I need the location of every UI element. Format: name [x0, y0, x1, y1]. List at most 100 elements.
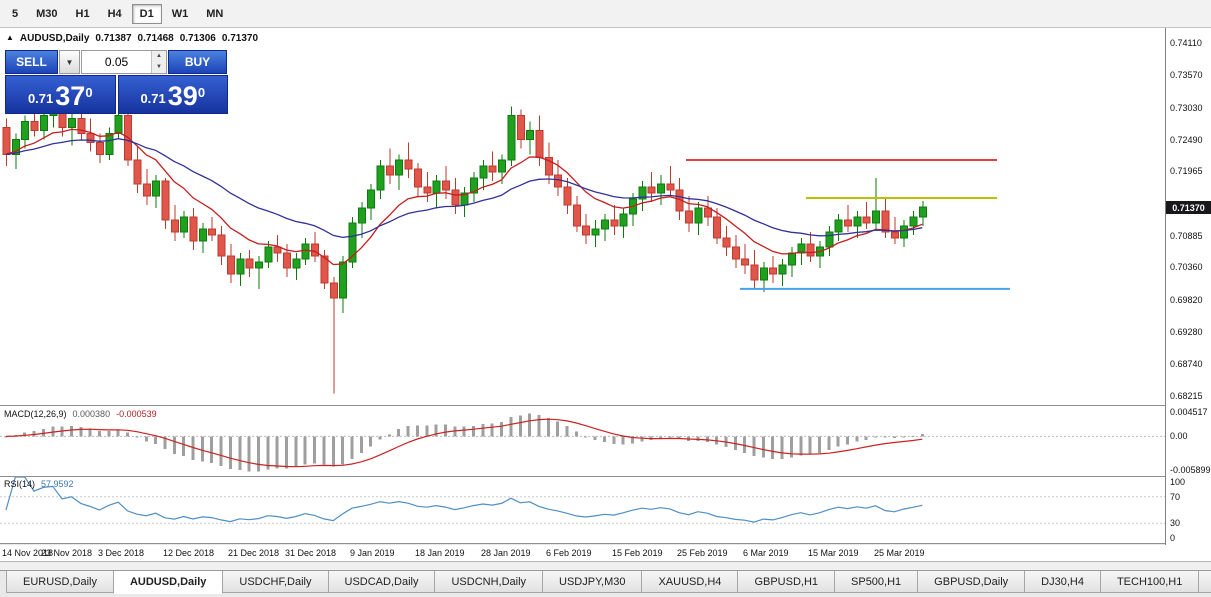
chart-tab-ukc[interactable]: UKC — [1198, 571, 1211, 593]
chart-tab-gbpusd-h1[interactable]: GBPUSD,H1 — [737, 571, 836, 593]
candle-body — [498, 159, 507, 173]
macd-histogram-bar — [537, 414, 541, 437]
macd-histogram-bar — [630, 436, 634, 444]
candle-body — [741, 258, 750, 266]
candle-body — [535, 129, 544, 158]
date-axis-label: 28 Jan 2019 — [481, 548, 531, 558]
timeframe-button-w1[interactable]: W1 — [163, 3, 197, 24]
timeframe-button-h1[interactable]: H1 — [67, 3, 98, 24]
candle-body — [638, 186, 647, 200]
buy-price-big: 39 — [167, 81, 198, 111]
candle-body — [320, 255, 329, 284]
chart-tab-usdcnh-daily[interactable]: USDCNH,Daily — [434, 571, 544, 593]
candle-body — [21, 120, 30, 140]
macd-histogram-bar — [761, 436, 765, 458]
macd-histogram-bar — [331, 436, 335, 467]
macd-histogram-bar — [387, 434, 391, 437]
chart-tab-gbpusd-daily[interactable]: GBPUSD,Daily — [917, 571, 1026, 593]
candle-body — [554, 174, 563, 188]
candle-body — [357, 207, 366, 224]
rsi-title: RSI(14) — [4, 479, 36, 489]
volume-input[interactable] — [82, 54, 151, 70]
macd-histogram-bar — [79, 426, 83, 437]
macd-histogram-bar — [415, 425, 419, 437]
chart-tab-tech100-h1[interactable]: TECH100,H1 — [1099, 571, 1200, 593]
candle-body — [245, 258, 254, 269]
candle-body — [722, 237, 731, 248]
pane-separator[interactable] — [0, 543, 1211, 544]
timeframe-button-d1[interactable]: D1 — [131, 3, 162, 24]
timeframe-button-h4[interactable]: H4 — [99, 3, 130, 24]
buy-button[interactable]: BUY — [168, 50, 227, 74]
macd-histogram-bar — [369, 436, 373, 447]
candle-body — [96, 141, 104, 155]
candle-body — [441, 180, 450, 191]
price-axis[interactable]: 0.74110 0.73570 0.73030 0.72490 0.71965 0.708… — [1165, 28, 1211, 545]
macd-histogram-bar — [472, 425, 475, 437]
current-price-badge: 0.71370 — [1166, 201, 1211, 214]
candle-body — [77, 117, 86, 134]
candle-body — [311, 243, 320, 257]
price-axis-label: 0.68740 — [1170, 359, 1203, 369]
candle-body — [236, 258, 245, 275]
candle-body — [198, 228, 207, 242]
macd-histogram-bar — [799, 436, 803, 456]
macd-histogram-bar — [69, 425, 73, 437]
volume-increment-button[interactable]: ▲ — [152, 51, 166, 62]
sell-price-sup: 0 — [85, 85, 93, 100]
sell-button[interactable]: SELL — [5, 50, 58, 74]
sell-price-box[interactable]: 0.71 37 0 — [5, 75, 116, 114]
pane-separator[interactable] — [0, 405, 1211, 406]
rsi-axis-label: 30 — [1170, 518, 1181, 528]
macd-header: MACD(12,26,9) 0.000380 -0.000539 — [4, 409, 157, 419]
sell-price-big: 37 — [55, 81, 86, 111]
rsi-axis-label: 100 — [1170, 477, 1186, 487]
rsi-pane[interactable] — [0, 477, 1165, 543]
chart-tab-audusd-daily[interactable]: AUDUSD,Daily — [112, 571, 224, 594]
macd-histogram-bar — [32, 431, 36, 437]
chart-tab-usdcad-daily[interactable]: USDCAD,Daily — [327, 571, 436, 593]
macd-axis-label: -0.005899 — [1170, 465, 1211, 475]
buy-price-box[interactable]: 0.71 39 0 — [117, 75, 228, 114]
macd-histogram-bar — [219, 436, 223, 466]
chart-tab-eurusd-daily[interactable]: EURUSD,Daily — [6, 571, 114, 593]
candle-body — [273, 246, 282, 254]
candle-body — [703, 207, 712, 218]
timeframe-button-5[interactable]: 5 — [4, 3, 27, 24]
timeframe-button-m30[interactable]: M30 — [28, 3, 66, 24]
chart-tab-usdchf-daily[interactable]: USDCHF,Daily — [222, 571, 329, 593]
macd-pane[interactable] — [0, 406, 1165, 476]
chart-tab-dj30-h4[interactable]: DJ30,H4 — [1024, 571, 1101, 593]
pane-separator[interactable] — [0, 476, 1211, 477]
volume-decrement-button[interactable]: ▼ — [152, 62, 166, 73]
macd-histogram-bar — [126, 432, 130, 437]
candle-body — [254, 261, 263, 269]
symbol-ohlc-line: ▲ AUDUSD,Daily 0.71387 0.71468 0.71306 0… — [6, 33, 258, 44]
chart-tab-xauusd-h4[interactable]: XAUUSD,H4 — [641, 571, 739, 593]
candle-body — [572, 204, 581, 227]
macd-signal-value: -0.000539 — [116, 409, 157, 419]
chart-tab-usdjpy-m30[interactable]: USDJPY,M30 — [542, 571, 643, 593]
macd-histogram-bar — [378, 436, 382, 440]
macd-histogram-bar — [443, 424, 447, 437]
timeframe-button-mn[interactable]: MN — [198, 3, 232, 24]
candle-body — [582, 225, 591, 236]
date-axis-label: 3 Dec 2018 — [98, 548, 145, 558]
date-axis[interactable]: 14 Nov 2018 23 Nov 2018 3 Dec 2018 12 Dec 2… — [0, 545, 1211, 561]
candle-body — [563, 186, 572, 206]
price-axis-label: 0.72490 — [1170, 135, 1203, 145]
chart-tab-sp500-h1[interactable]: SP500,H1 — [834, 571, 919, 593]
macd-histogram-bar — [677, 436, 681, 439]
candle-body — [67, 117, 76, 128]
candle-body — [844, 219, 852, 227]
date-axis-label: 6 Feb 2019 — [546, 548, 592, 558]
candle-body — [301, 243, 310, 260]
candle-body — [619, 213, 628, 227]
macd-histogram-bar — [808, 436, 812, 455]
volume-dropdown-button[interactable]: ▼ — [59, 50, 80, 74]
buy-price-prefix: 0.71 — [140, 91, 166, 106]
candle-body — [385, 165, 394, 176]
price-axis-label: 0.70360 — [1170, 262, 1203, 272]
candle-body — [264, 246, 273, 263]
